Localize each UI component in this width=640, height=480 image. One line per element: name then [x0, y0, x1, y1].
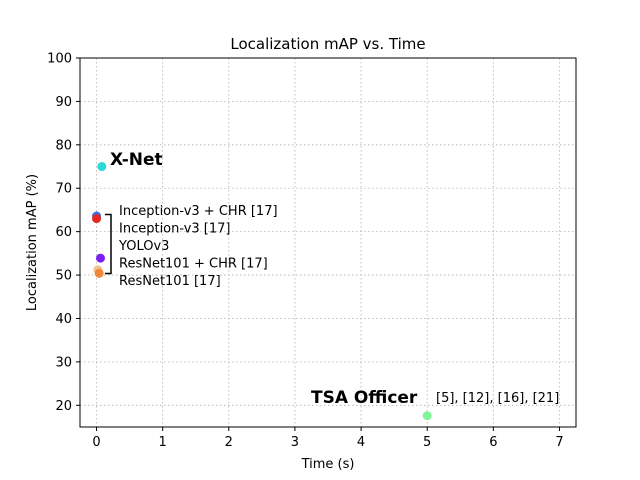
- y-tick-label: 30: [55, 355, 72, 370]
- scatter-point: [94, 268, 104, 278]
- x-tick-label: 7: [555, 435, 563, 450]
- y-tick-label: 50: [55, 269, 72, 284]
- x-tick-label: 4: [357, 435, 365, 450]
- y-tick-label: 40: [55, 312, 72, 327]
- x-tick-label: 3: [291, 435, 299, 450]
- y-tick-label: 100: [47, 52, 72, 67]
- x-tick-label: 6: [489, 435, 497, 450]
- group-bracket: [105, 213, 112, 275]
- annotation-group-label: Inception-v3 [17]: [119, 222, 231, 237]
- plot-frame: [79, 57, 577, 428]
- annotation-group-label: ResNet101 + CHR [17]: [119, 257, 268, 272]
- y-tick-label: 20: [55, 399, 72, 414]
- y-tick-label: 60: [55, 225, 72, 240]
- x-axis-label: Time (s): [301, 457, 355, 472]
- annotation-tsa-refs: [5], [12], [16], [21]: [436, 391, 559, 406]
- scatter-point: [92, 214, 102, 224]
- x-axis-ticks: 0 1 2 3 4 5 6 7: [92, 427, 564, 450]
- y-axis-ticks: 20 30 40 50 60 70 80 90 100: [47, 52, 80, 414]
- annotation-xnet: X-Net: [110, 150, 163, 170]
- y-tick-label: 90: [55, 95, 72, 110]
- x-tick-label: 2: [225, 435, 233, 450]
- annotation-tsa: TSA Officer: [311, 388, 418, 408]
- scatter-point: [422, 411, 432, 421]
- x-tick-label: 5: [423, 435, 431, 450]
- y-tick-label: 70: [55, 182, 72, 197]
- scatter-point: [97, 162, 107, 172]
- x-tick-label: 0: [92, 435, 100, 450]
- annotation-group-label: YOLOv3: [118, 239, 169, 254]
- scatter-points: [92, 162, 432, 421]
- y-tick-label: 80: [55, 138, 72, 153]
- scatter-point: [96, 253, 106, 263]
- y-axis-label: Localization mAP (%): [25, 174, 40, 311]
- chart-title: Localization mAP vs. Time: [230, 35, 425, 53]
- annotation-group-label: Inception-v3 + CHR [17]: [119, 204, 278, 219]
- x-tick-label: 1: [159, 435, 167, 450]
- annotation-group-label: ResNet101 [17]: [119, 274, 221, 289]
